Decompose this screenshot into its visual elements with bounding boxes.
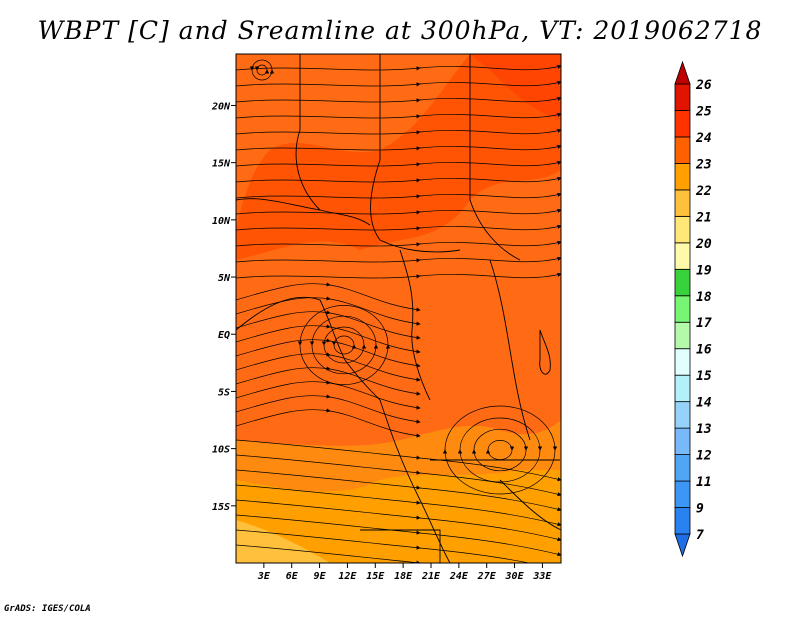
streamline	[236, 408, 421, 438]
lat-tick-label: 10N	[212, 216, 231, 227]
colorbar-label: 25	[695, 104, 712, 119]
streamline	[236, 144, 561, 151]
lat-tick-label: EQ	[218, 330, 230, 341]
streamline	[236, 160, 561, 167]
colorbar-swatch	[674, 242, 691, 270]
streamline	[236, 192, 561, 199]
streamline	[236, 128, 561, 135]
streamline	[236, 224, 561, 231]
colorbar-label: 19	[696, 263, 712, 278]
lat-tick-label: 20N	[211, 101, 231, 112]
lon-tick-label: 6E	[286, 571, 299, 582]
wbpt-band-19-southwest	[236, 520, 330, 563]
colorbar-label: 14	[696, 396, 712, 411]
colorbar-swatch	[674, 83, 691, 111]
colorbar-label: 15	[696, 369, 712, 384]
colorbar-label: 13	[696, 422, 712, 437]
colorbar-swatch	[674, 215, 691, 244]
colorbar-label: 21	[695, 210, 712, 225]
lon-tick-label: 18E	[394, 571, 413, 582]
streamline	[297, 305, 391, 385]
colorbar-swatch	[674, 189, 691, 217]
grads-credit: GrADS: IGES/COLA	[4, 604, 91, 614]
colorbar-swatch	[674, 374, 691, 403]
lon-tick-label: 21E	[421, 571, 441, 582]
colorbar-swatch	[674, 480, 691, 508]
streamline	[236, 80, 561, 87]
colorbar-swatch	[674, 136, 691, 164]
colorbar-swatch	[674, 507, 691, 535]
lon-tick-label: 9E	[314, 571, 327, 582]
colorbar-label: 20	[695, 237, 712, 252]
lon-tick-label: 30E	[505, 571, 525, 582]
colorbar-swatch	[674, 268, 691, 297]
streamline	[236, 64, 561, 71]
lon-tick-label: 3E	[257, 571, 271, 582]
colorbar-label: 16	[696, 343, 712, 358]
lon-tick-label: 12E	[338, 571, 357, 582]
lon-tick-label: 33E	[532, 571, 552, 582]
colorbar-label: 7	[696, 528, 704, 543]
latitude-axis: 20N 15N 10N 5N EQ 5S 10S 15S	[211, 101, 236, 513]
wbpt-band-24-north	[470, 54, 561, 120]
streamline	[236, 112, 561, 119]
wbpt-band-23-north	[236, 54, 561, 260]
plot-frame	[235, 53, 562, 564]
streamline	[236, 256, 561, 263]
lat-tick-label: 15S	[212, 502, 230, 513]
streamline	[236, 96, 561, 103]
country-borders	[236, 54, 561, 563]
lat-tick-label: 15N	[212, 159, 231, 170]
streamline	[236, 240, 561, 247]
longitude-axis: 3E 6E 9E 12E 15E 18E 21E 24E 27E 30E 33E	[257, 563, 552, 582]
colorbar-label: 17	[696, 316, 712, 331]
lat-tick-label: 5S	[218, 387, 230, 398]
lon-tick-label: 15E	[366, 571, 385, 582]
colorbar-label: 26	[695, 78, 712, 93]
lat-tick-label: 10S	[212, 445, 230, 456]
streamline	[236, 176, 561, 183]
colorbar-label: 12	[696, 449, 712, 464]
colorbar-min-triangle	[674, 533, 691, 558]
lat-tick-label: 5N	[218, 273, 231, 284]
colorbar-swatch	[674, 348, 691, 376]
colorbar-label: 18	[696, 290, 712, 305]
colorbar: 7 9 11 12 13 14 15 16 17 18 19 20 21 22 23 24 25 26	[674, 60, 712, 558]
streamlines	[236, 59, 561, 563]
streamline	[236, 272, 561, 279]
streamline	[442, 405, 558, 495]
colorbar-label: 24	[695, 131, 712, 146]
colorbar-swatch	[674, 454, 691, 482]
colorbar-swatch	[674, 295, 691, 323]
colorbar-label: 23	[695, 157, 712, 172]
colorbar-swatch	[674, 110, 691, 138]
streamline	[249, 59, 275, 81]
colorbar-swatch	[674, 401, 691, 429]
streamline	[236, 208, 561, 215]
plot-area	[236, 54, 561, 563]
colorbar-label: 22	[695, 184, 712, 199]
lon-tick-label: 24E	[449, 571, 469, 582]
colorbar-max-triangle	[674, 60, 691, 85]
colorbar-swatch	[674, 163, 691, 191]
colorbar-swatch	[674, 427, 691, 455]
colorbar-label: 11	[696, 475, 712, 490]
colorbar-label: 9	[696, 502, 704, 517]
lon-tick-label: 27E	[477, 571, 497, 582]
chart-title: WBPT [C] and Sreamline at 300hPa, VT: 20…	[37, 16, 763, 45]
colorbar-swatch	[674, 321, 691, 350]
